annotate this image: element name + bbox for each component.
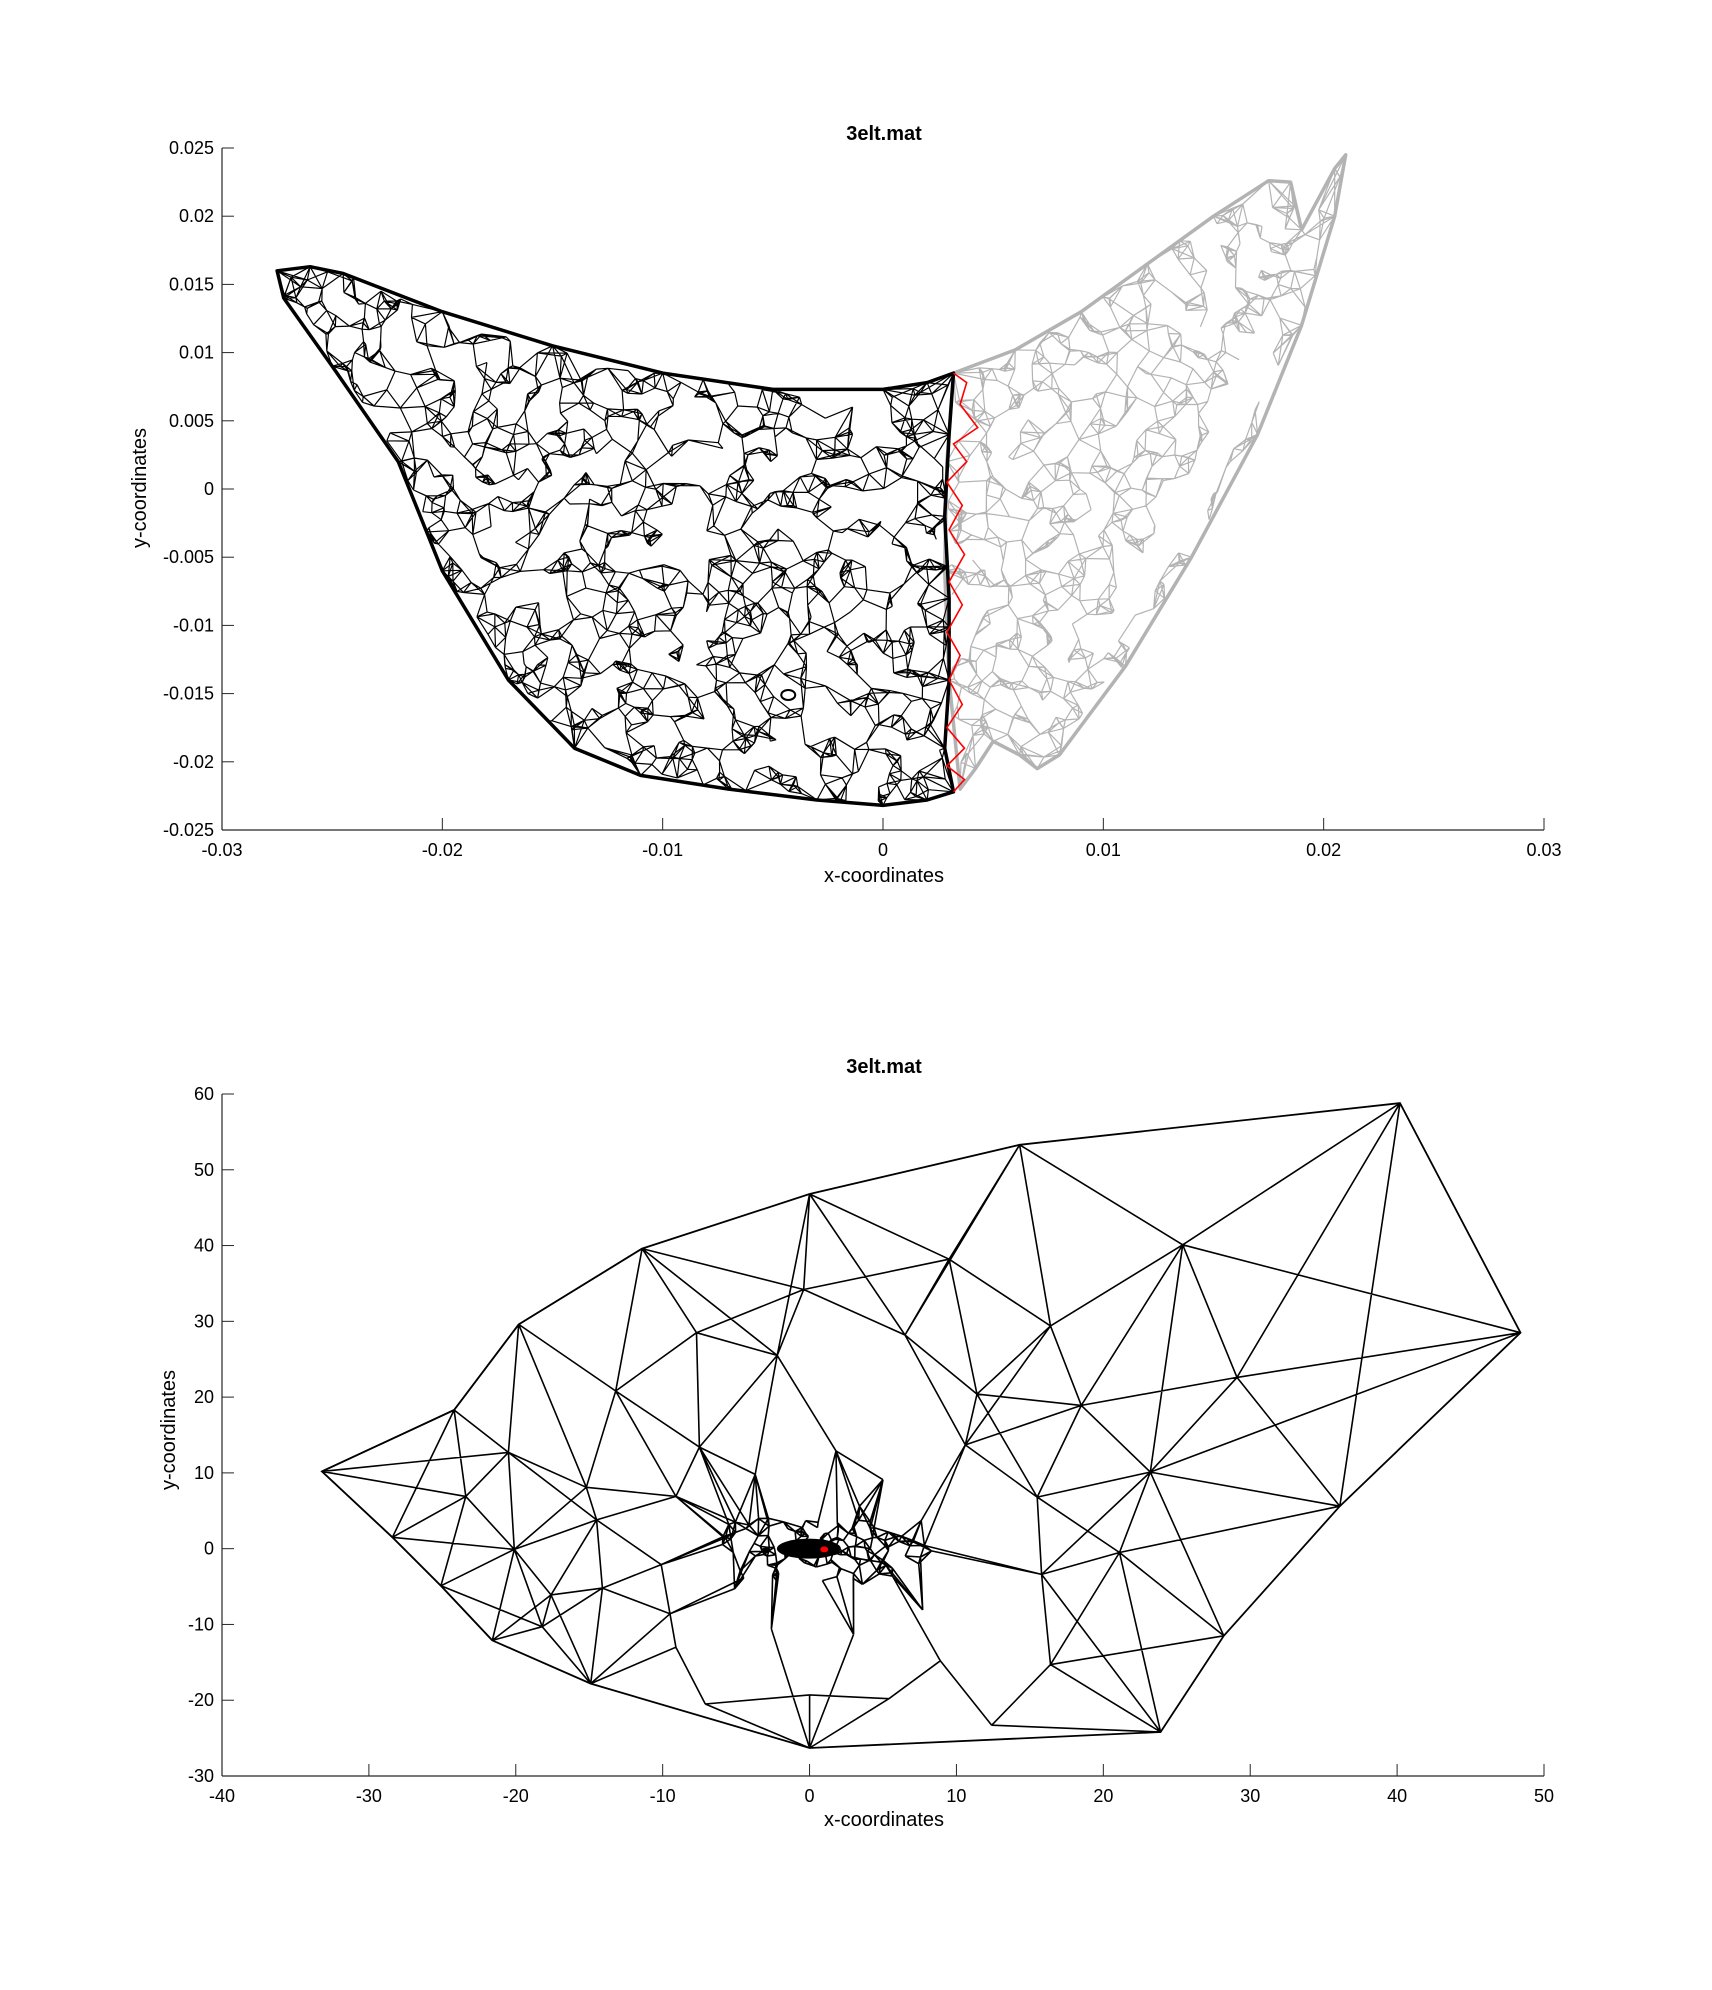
y-tick-label: -0.02 [173,752,214,772]
y-tick-label: -0.01 [173,615,214,635]
cut-edges [945,372,979,793]
chart-panel-top: -0.03 -0.02 -0.01 0 0.01 0.02 0.03 -0.025 -0.02 -… [0,0,1712,990]
y-axis-label: y-coordinates [129,428,151,548]
x-tick-label: 0.01 [1086,840,1121,860]
x-axis-label: x-coordinates [824,865,944,887]
y-tick-label: 0.005 [169,411,214,431]
mesh-edges [321,1102,1521,1749]
chart-panel-bottom: -40 -30 -20 -10 0 10 20 30 40 50 -30 -20 -10 0 10 20 30 4… [0,990,1712,1990]
x-tick-label: 20 [1093,1786,1113,1806]
mesh-boundary [320,1102,1522,1749]
x-tick-label: 0 [805,1786,815,1806]
x-tick-label: -10 [650,1786,676,1806]
mesh-layer [275,153,1348,808]
x-tick-label: -30 [356,1786,382,1806]
y-tick-label: 30 [194,1311,214,1331]
chart-title: 3elt.mat [846,1056,922,1078]
partition-b-mesh [944,154,1347,790]
y-tick-label: 0 [204,479,214,499]
chart-svg-bottom: -40 -30 -20 -10 0 10 20 30 40 50-30-20-1001020304… [158,1056,1554,1831]
x-axis-label: x-coordinates [824,1809,944,1831]
axes-layer: -0.03 -0.02 -0.01 0 0.01 0.02 0.03 -0.025 -0.02 -… [163,138,1562,860]
y-tick-label: 60 [194,1084,214,1104]
axes-layer: -40 -30 -20 -10 0 10 20 30 40 50-30-20-1001020304… [188,1084,1554,1806]
x-tick-label: 10 [946,1786,966,1806]
x-tick-label: -0.01 [642,840,683,860]
y-tick-label: 40 [194,1236,214,1256]
y-tick-label: 50 [194,1160,214,1180]
partition-a-mesh-boundary [275,264,956,808]
y-tick-label: 0.02 [179,206,214,226]
cut-edge-point [820,1546,829,1553]
y-tick-label: -20 [188,1690,214,1710]
chart-title: 3elt.mat [846,123,922,145]
partition-a-mesh [276,266,955,806]
x-tick-label: -20 [503,1786,529,1806]
y-tick-label: -0.005 [163,547,214,567]
mesh-hole [780,688,797,701]
y-tick-label: 0.01 [179,343,214,363]
y-tick-label: 10 [194,1463,214,1483]
x-tick-label: 50 [1534,1786,1554,1806]
x-tick-label: 0 [878,840,888,860]
chart-svg-top: -0.03 -0.02 -0.01 0 0.01 0.02 0.03 -0.025 -0.02 -… [129,123,1562,887]
x-tick-label: -0.02 [422,840,463,860]
partition-b-mesh-boundary [942,153,1348,791]
y-tick-label: -0.025 [163,820,214,840]
y-axis-label: y-coordinates [158,1370,180,1490]
x-tick-label: 40 [1387,1786,1407,1806]
x-tick-label: -40 [209,1786,235,1806]
x-tick-label: 0.03 [1526,840,1561,860]
x-tick-label: 0.02 [1306,840,1341,860]
mesh-layer [320,1102,1522,1749]
x-tick-label: 30 [1240,1786,1260,1806]
y-tick-label: -30 [188,1766,214,1786]
x-tick-label: -0.03 [201,840,242,860]
y-tick-label: -10 [188,1614,214,1634]
y-tick-label: -0.015 [163,684,214,704]
dense-core [776,1538,841,1559]
y-tick-label: 20 [194,1387,214,1407]
y-tick-label: 0 [204,1539,214,1559]
y-tick-label: 0.025 [169,138,214,158]
y-tick-label: 0.015 [169,274,214,294]
